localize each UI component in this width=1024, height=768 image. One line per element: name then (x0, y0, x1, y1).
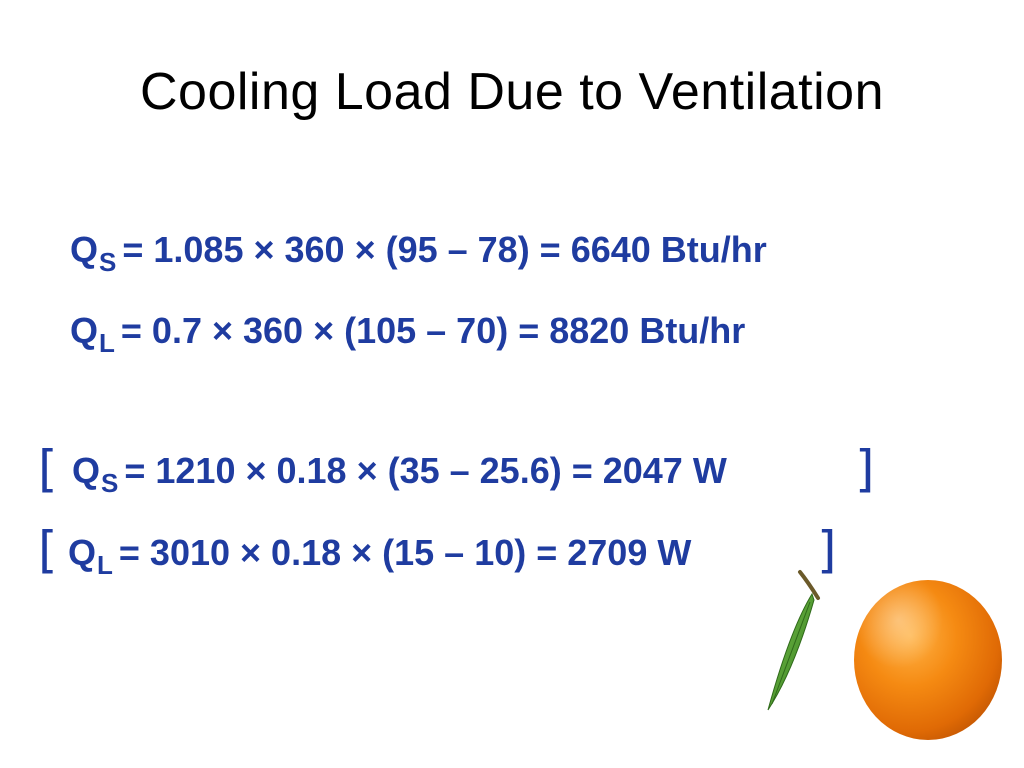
equation-symbol: Q (68, 532, 97, 573)
equation-expression: = 1210 × 0.18 × (35 – 25.6) = 2047 W (124, 450, 727, 491)
orange-fruit-icon (740, 560, 1024, 768)
equation-expression: = 0.7 × 360 × (105 – 70) = 8820 Btu/hr (120, 310, 746, 351)
orange-stem (798, 570, 820, 600)
equation-latent-watts: QL = 3010 × 0.18 × (15 – 10) = 2709 W (68, 532, 692, 579)
equation-symbol: Q (72, 450, 101, 491)
slide-title: Cooling Load Due to Ventilation (139, 63, 885, 121)
equation-subscript: S (101, 468, 119, 498)
open-bracket: [ (38, 521, 58, 579)
equation-sensible-watts: QS = 1210 × 0.18 × (35 – 25.6) = 2047 W (72, 450, 727, 497)
equation-symbol: Q (70, 229, 99, 270)
equation-symbol: Q (70, 310, 99, 351)
close-bracket: ] (817, 521, 837, 579)
equation-subscript: L (97, 550, 113, 580)
equation-subscript: S (99, 247, 117, 277)
equation-subscript: L (99, 328, 115, 358)
equation-latent-btu: QL = 0.7 × 360 × (105 – 70) = 8820 Btu/hr (70, 310, 746, 357)
equation-expression: = 1.085 × 360 × (95 – 78) = 6640 Btu/hr (122, 229, 767, 270)
open-bracket: [ (38, 440, 58, 498)
equation-sensible-btu: QS = 1.085 × 360 × (95 – 78) = 6640 Btu/h… (70, 229, 767, 276)
equation-expression: = 3010 × 0.18 × (15 – 10) = 2709 W (118, 532, 692, 573)
close-bracket: ] (855, 440, 875, 498)
